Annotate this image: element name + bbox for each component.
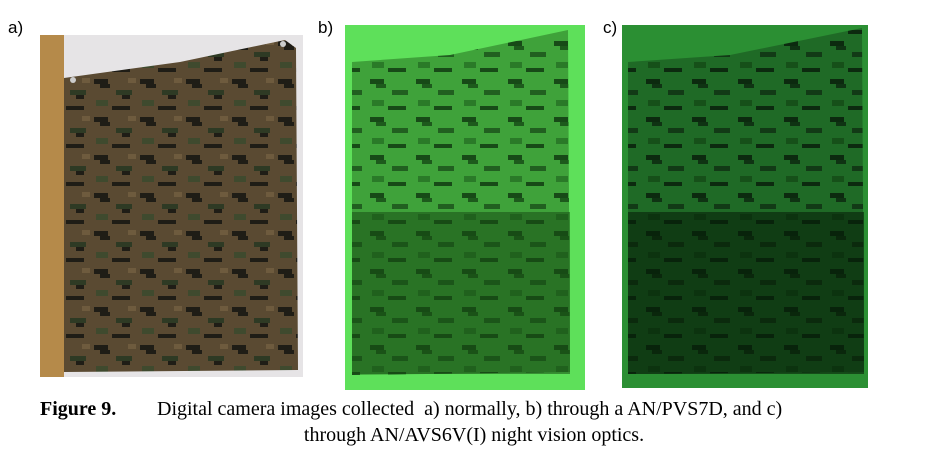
panel-label: c)	[603, 18, 617, 37]
figure-label: Figure 9.	[40, 398, 116, 420]
panel-label: b)	[318, 18, 333, 37]
photo-c	[622, 25, 868, 388]
caption-line: Digital camera images collected a) norma…	[157, 398, 782, 420]
panel-label: a)	[8, 18, 23, 37]
photo-b	[345, 25, 585, 390]
photo-a	[40, 35, 303, 377]
caption-line: through AN/AVS6V(I) night vision optics.	[304, 424, 644, 446]
